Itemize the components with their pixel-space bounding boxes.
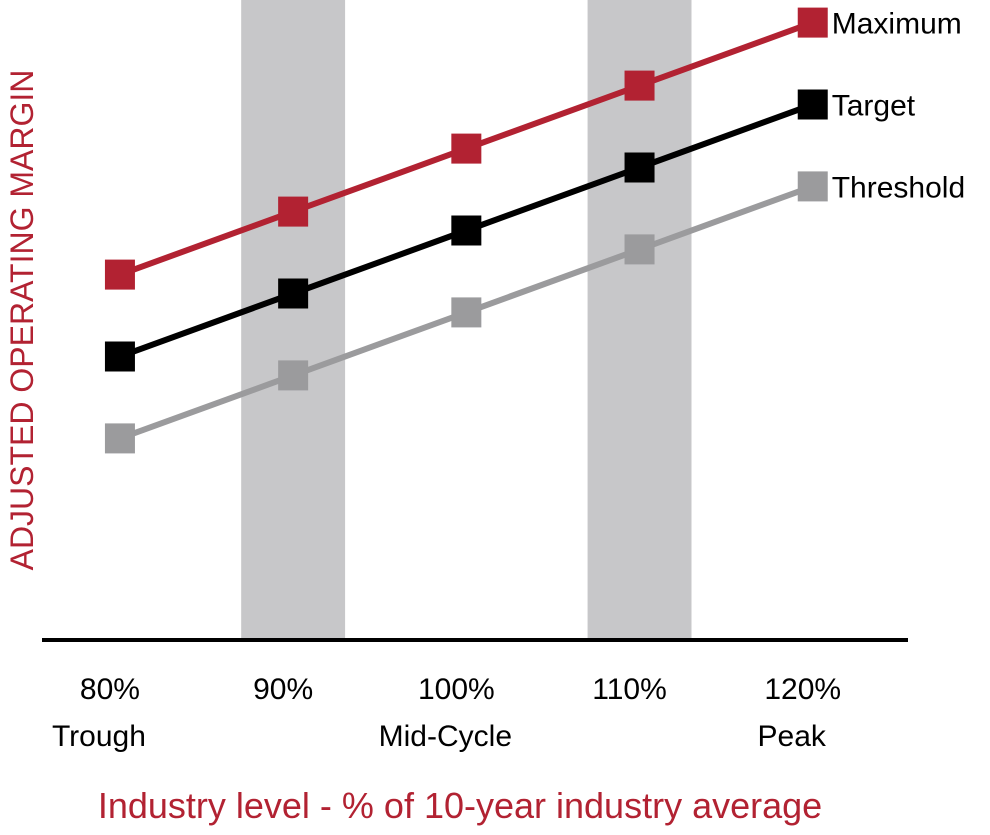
maximum-point-120 <box>797 7 828 38</box>
target-point-80 <box>104 341 135 372</box>
legend: Maximum Target Threshold <box>832 8 965 205</box>
x-tick-label: 110% <box>592 673 667 706</box>
x-tick-label: 80% <box>80 673 140 706</box>
threshold-point-80 <box>104 423 135 454</box>
threshold-point-100 <box>451 297 482 328</box>
y-axis-label: ADJUSTED OPERATING MARGIN <box>4 70 40 571</box>
legend-target: Target <box>832 90 916 123</box>
x-tick-sublabel: Peak <box>758 720 827 753</box>
target-point-100 <box>451 215 482 246</box>
x-tick-labels: 80% Trough 90% 100% Mid-Cycle 110% 120% Peak <box>52 673 841 753</box>
x-tick-label: 100% <box>418 673 495 706</box>
target-point-110 <box>624 152 655 183</box>
maximum-point-90 <box>278 196 309 227</box>
legend-threshold: Threshold <box>832 171 965 204</box>
shaded-band-2 <box>587 0 692 638</box>
maximum-point-100 <box>451 133 482 164</box>
x-tick-sublabel: Mid-Cycle <box>379 720 512 753</box>
x-tick-label: 120% <box>764 673 841 706</box>
x-tick-label: 90% <box>253 673 313 706</box>
legend-maximum: Maximum <box>832 8 962 41</box>
shaded-band-1 <box>241 0 346 638</box>
threshold-point-120 <box>797 171 828 202</box>
x-axis-label: Industry level - % of 10-year industry a… <box>98 785 822 826</box>
series-markers <box>104 7 828 454</box>
maximum-point-110 <box>624 70 655 101</box>
maximum-point-80 <box>104 259 135 290</box>
threshold-point-90 <box>278 360 309 391</box>
x-tick-sublabel: Trough <box>52 720 146 753</box>
target-point-90 <box>278 278 309 309</box>
shaded-bands <box>241 0 692 638</box>
threshold-point-110 <box>624 234 655 265</box>
target-point-120 <box>797 89 828 120</box>
